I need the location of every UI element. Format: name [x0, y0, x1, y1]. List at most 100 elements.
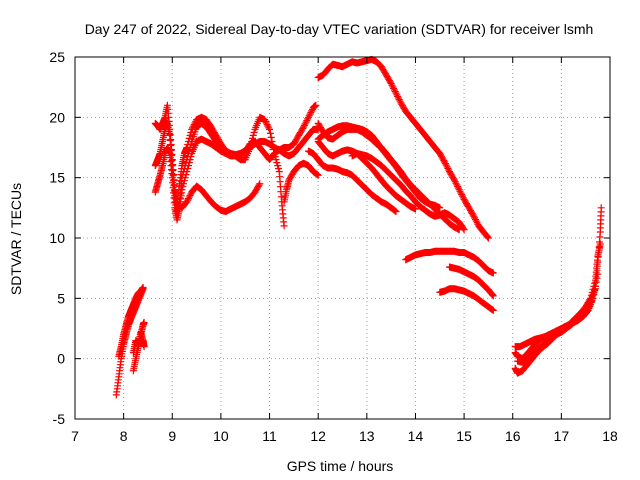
- data-point: [180, 177, 188, 185]
- data-point: [304, 115, 312, 123]
- data-point: [308, 107, 316, 115]
- data-point: [443, 163, 451, 171]
- data-point: [484, 233, 492, 241]
- data-point: [183, 198, 191, 206]
- series-arc-e4: [514, 285, 599, 366]
- data-point: [452, 179, 460, 187]
- data-point: [303, 117, 311, 125]
- x-tick-label: 18: [602, 428, 618, 444]
- data-point: [459, 194, 467, 202]
- data-point: [459, 192, 466, 200]
- data-point: [441, 160, 449, 168]
- data-point: [312, 101, 320, 109]
- data-point: [390, 84, 398, 92]
- data-point: [280, 222, 288, 230]
- data-point: [460, 226, 468, 234]
- data-point: [262, 117, 269, 125]
- x-tick-label: 13: [359, 428, 375, 444]
- series-arc-a2: [115, 284, 147, 360]
- y-tick-label: -5: [53, 411, 66, 427]
- data-point: [256, 180, 264, 188]
- series-arc-c6: [305, 147, 400, 215]
- series-arc-d2: [446, 263, 497, 300]
- series-arc-b3: [151, 125, 322, 224]
- data-point: [450, 175, 458, 183]
- data-point: [186, 131, 194, 139]
- data-point: [470, 212, 478, 220]
- data-point: [255, 181, 263, 189]
- data-point: [185, 162, 192, 170]
- x-tick-label: 9: [168, 428, 176, 444]
- x-tick-label: 12: [310, 428, 326, 444]
- data-point: [305, 113, 312, 121]
- data-point: [139, 284, 147, 291]
- data-point: [471, 214, 479, 222]
- data-point: [186, 156, 194, 164]
- data-point: [267, 133, 275, 141]
- data-point: [473, 219, 481, 227]
- data-point: [306, 110, 314, 118]
- data-point: [140, 319, 148, 326]
- data-point: [489, 292, 497, 300]
- data-point: [396, 97, 404, 105]
- data-point: [184, 196, 192, 204]
- data-point: [388, 81, 396, 89]
- series-arc-c4: [314, 122, 444, 212]
- data-point: [484, 234, 492, 242]
- data-point: [302, 118, 310, 126]
- series-arc-b5: [280, 159, 322, 206]
- data-point: [300, 123, 308, 131]
- data-point: [593, 274, 601, 282]
- data-point: [249, 131, 257, 139]
- data-point: [592, 278, 600, 286]
- data-point: [472, 217, 480, 225]
- y-tick-label: 10: [49, 230, 65, 246]
- data-point: [444, 164, 452, 172]
- data-point: [180, 180, 188, 188]
- data-point: [596, 240, 604, 248]
- data-point: [395, 96, 403, 104]
- data-point: [450, 176, 458, 184]
- data-point: [178, 186, 186, 194]
- data-point: [591, 279, 599, 287]
- series-arc-c1: [314, 55, 492, 242]
- data-point: [597, 204, 605, 212]
- data-point: [266, 129, 274, 137]
- data-point: [299, 124, 307, 132]
- data-point: [394, 92, 402, 100]
- data-point: [262, 119, 270, 127]
- data-point: [272, 156, 280, 164]
- y-tick-label: 5: [57, 290, 65, 306]
- x-tick-label: 15: [456, 428, 472, 444]
- data-point: [469, 211, 477, 219]
- data-point: [301, 120, 309, 128]
- data-point: [392, 208, 400, 215]
- data-point: [183, 168, 191, 176]
- y-tick-label: 20: [49, 109, 65, 125]
- x-tick-label: 8: [120, 428, 128, 444]
- data-point: [489, 306, 497, 314]
- data-point: [186, 191, 194, 199]
- data-point: [275, 165, 282, 173]
- data-point: [273, 159, 281, 167]
- x-tick-label: 14: [408, 428, 424, 444]
- x-tick-label: 16: [505, 428, 521, 444]
- data-point: [182, 171, 190, 179]
- data-point: [314, 171, 322, 179]
- data-point: [453, 181, 461, 189]
- data-point: [586, 298, 594, 306]
- data-point: [594, 270, 602, 278]
- data-point: [394, 94, 402, 102]
- data-point: [263, 121, 271, 129]
- y-axis-label: SDTVAR / TECUs: [8, 183, 24, 295]
- data-point: [313, 171, 321, 179]
- data-point: [264, 122, 272, 130]
- y-tick-label: 25: [49, 49, 65, 65]
- data-point: [179, 183, 187, 191]
- data-point: [187, 153, 195, 161]
- x-tick-label: 7: [71, 428, 79, 444]
- data-point: [458, 191, 466, 199]
- data-point: [300, 121, 308, 129]
- y-tick-label: 0: [57, 351, 65, 367]
